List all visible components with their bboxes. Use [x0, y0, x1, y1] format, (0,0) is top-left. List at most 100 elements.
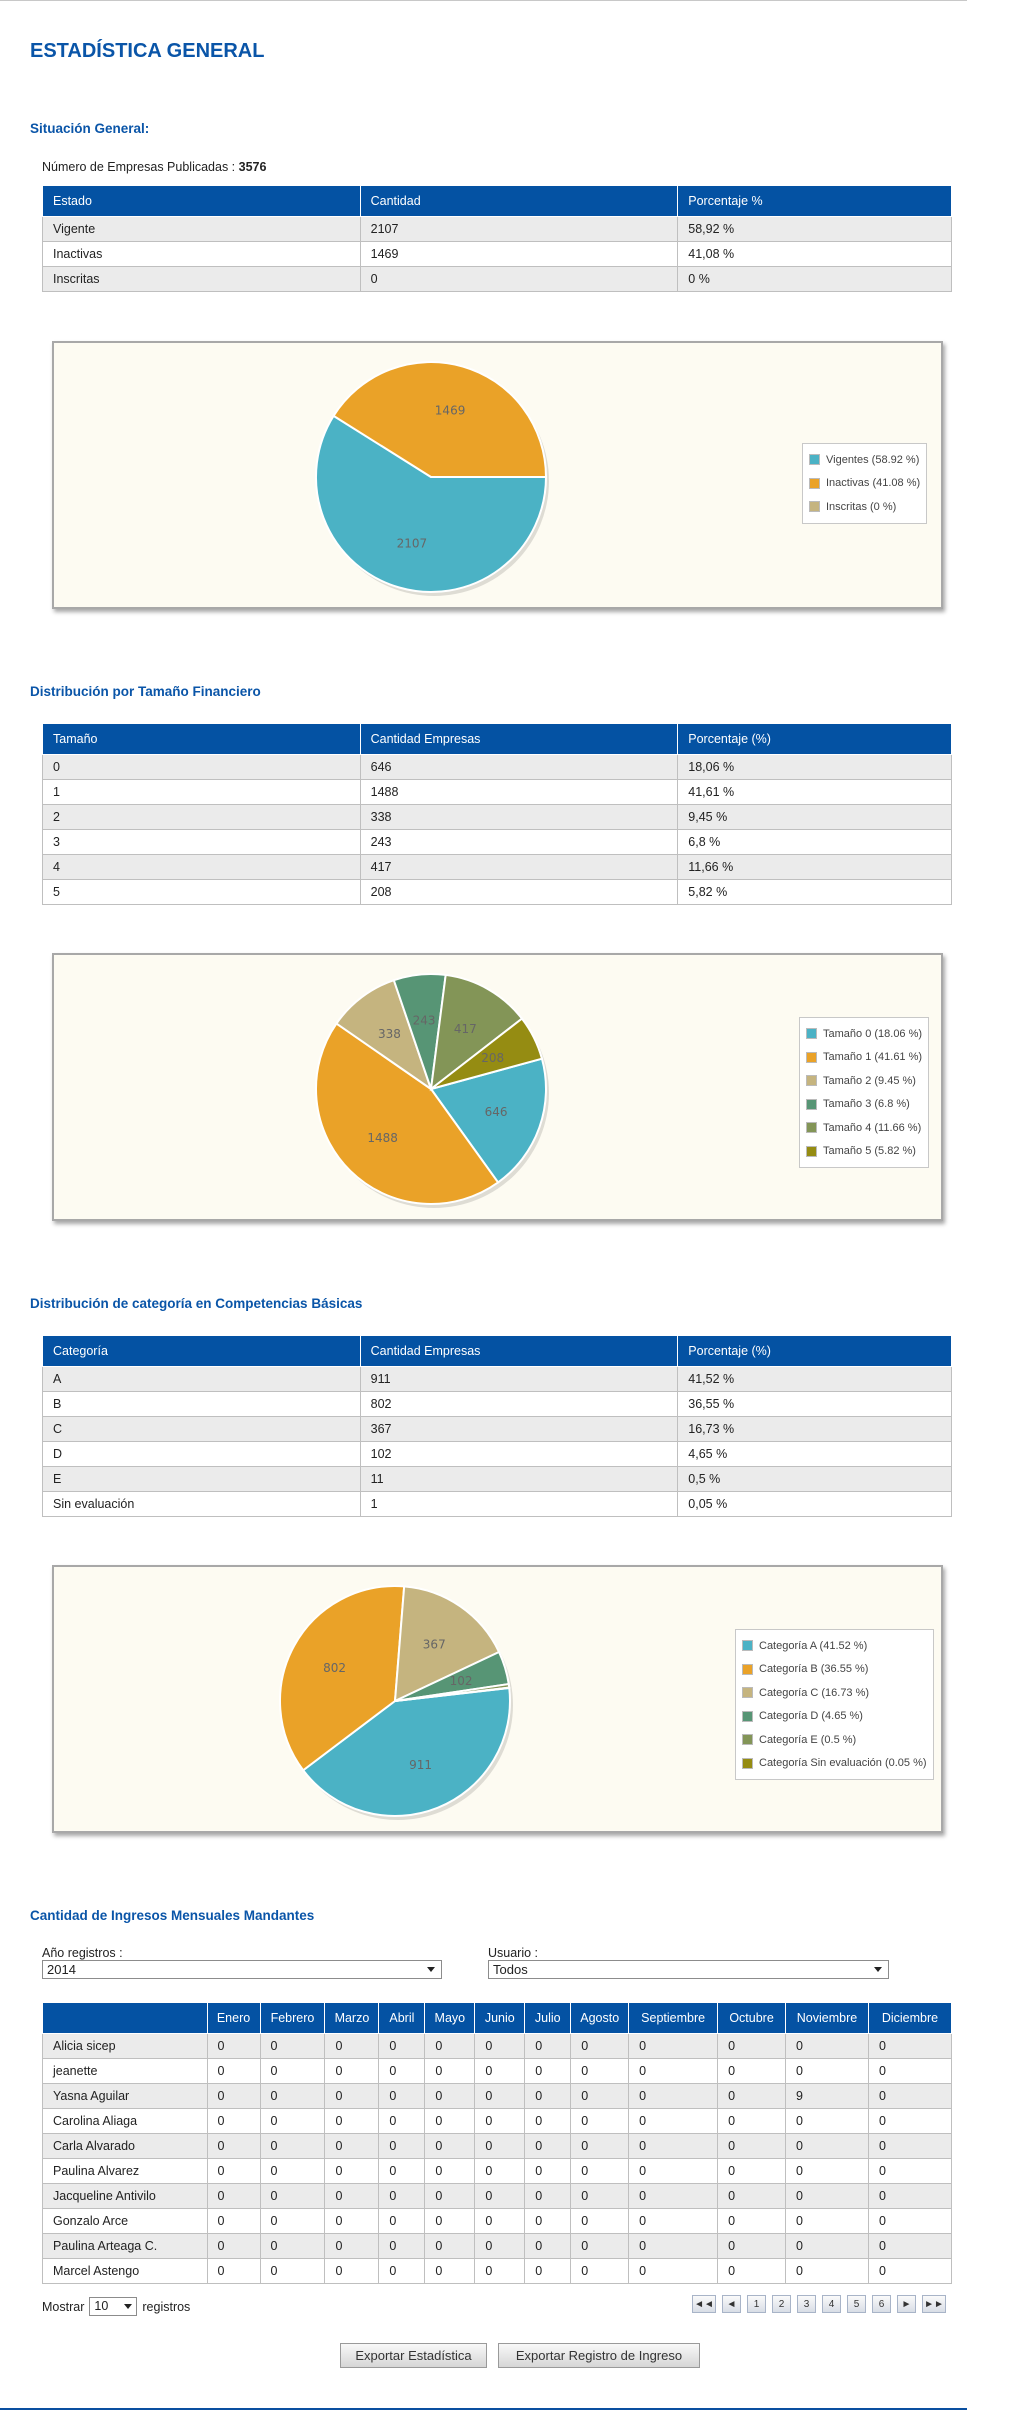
- page-size-value: 10: [94, 2299, 109, 2313]
- table-cell: 102: [359, 1441, 679, 1467]
- table-cell: 9,45 %: [677, 804, 952, 830]
- export-stats-button[interactable]: Exportar Estadística: [340, 2343, 487, 2368]
- month-count-cell: 0: [717, 2183, 787, 2209]
- show-suffix: registros: [142, 2299, 191, 2314]
- table-cell: 338: [359, 804, 679, 830]
- month-count-cell: 0: [570, 2258, 630, 2284]
- table-row: Carolina Aliaga 0 0 0 0 0 0 0 0 0 0 0 0: [42, 2108, 953, 2134]
- month-count-cell: 0: [424, 2183, 476, 2209]
- month-count-cell: 0: [628, 2133, 719, 2159]
- table-cell: 4,65 %: [677, 1441, 952, 1467]
- legend-label: Categoría D (4.65 %): [759, 1710, 863, 1723]
- month-count-cell: 0: [206, 2033, 261, 2059]
- column-header-month: Julio: [524, 2002, 572, 2034]
- table-cell: 1: [359, 1491, 679, 1517]
- month-count-cell: 0: [324, 2233, 380, 2259]
- page-6-button[interactable]: 6: [872, 2295, 891, 2313]
- month-count-cell: 0: [524, 2033, 572, 2059]
- page-4-button[interactable]: 4: [822, 2295, 841, 2313]
- month-count-cell: 0: [717, 2233, 787, 2259]
- month-count-cell: 0: [424, 2133, 476, 2159]
- month-count-cell: 0: [524, 2108, 572, 2134]
- pie-slice: [315, 1022, 500, 1205]
- table-cell: Inscritas: [42, 266, 361, 292]
- table-cell: Sin evaluación: [42, 1491, 361, 1517]
- table-row: 3 243 6,8 %: [42, 829, 952, 855]
- user-name-cell: Paulina Alvarez: [42, 2158, 208, 2184]
- year-select[interactable]: 2014: [42, 1960, 442, 1979]
- first-page-button[interactable]: ◄◄: [692, 2295, 716, 2313]
- month-count-cell: 0: [378, 2033, 426, 2059]
- pie-slice-label: 367: [423, 1637, 446, 1651]
- month-count-cell: 0: [867, 2058, 953, 2084]
- column-header-month: Febrero: [259, 2002, 326, 2034]
- legend-competencias: Categoría A (41.52 %) Categoría B (36.55 …: [735, 1629, 934, 1780]
- month-count-cell: 0: [259, 2233, 326, 2259]
- pie-slice: [430, 1017, 544, 1090]
- table-row: Inactivas 1469 41,08 %: [42, 241, 952, 267]
- next-page-button[interactable]: ►: [897, 2295, 916, 2313]
- last-page-button[interactable]: ►►: [922, 2295, 946, 2313]
- chart-tamano: 646 1488 338 243 417 208 Tamaño 0 (18.06 %) Ta…: [52, 953, 943, 1221]
- pie-slice-label: 911: [409, 1758, 432, 1772]
- legend-swatch: [742, 1757, 753, 1769]
- month-count-cell: 0: [785, 2108, 869, 2134]
- user-select[interactable]: Todos: [488, 1960, 889, 1979]
- legend-swatch: [742, 1734, 753, 1746]
- export-log-button[interactable]: Exportar Registro de Ingreso: [498, 2343, 700, 2368]
- column-header: Porcentaje (%): [677, 723, 952, 755]
- column-header-month: Marzo: [324, 2002, 380, 2034]
- legend-item: Tamaño 4 (11.66 %): [806, 1116, 922, 1140]
- month-count-cell: 0: [628, 2083, 719, 2109]
- legend-label: Inactivas (41.08 %): [826, 477, 921, 490]
- month-count-cell: 0: [474, 2058, 526, 2084]
- table-cell: 208: [359, 879, 679, 905]
- table-header-row: Estado Cantidad Porcentaje %: [42, 185, 952, 217]
- table-row: Vigente 2107 58,92 %: [42, 216, 952, 242]
- table-cell: 0: [359, 266, 679, 292]
- month-count-cell: 0: [524, 2183, 572, 2209]
- month-count-cell: 0: [785, 2158, 869, 2184]
- month-count-cell: 0: [259, 2033, 326, 2059]
- pie-slice-label: 243: [413, 1013, 436, 1027]
- table-row: Carla Alvarado 0 0 0 0 0 0 0 0 0 0 0 0: [42, 2133, 953, 2159]
- month-count-cell: 0: [570, 2183, 630, 2209]
- table-cell: 11: [359, 1466, 679, 1492]
- user-name-cell: Alicia sicep: [42, 2033, 208, 2059]
- prev-page-button[interactable]: ◄: [722, 2295, 741, 2313]
- page-5-button[interactable]: 5: [847, 2295, 866, 2313]
- page-size-select[interactable]: 10: [89, 2297, 138, 2316]
- month-count-cell: 0: [424, 2233, 476, 2259]
- table-cell: 41,52 %: [677, 1366, 952, 1392]
- legend-label: Categoría B (36.55 %): [759, 1663, 869, 1676]
- month-count-cell: 0: [717, 2058, 787, 2084]
- competencias-table: Categoría Cantidad Empresas Porcentaje (%)…: [42, 1335, 952, 1517]
- legend-swatch: [809, 454, 820, 466]
- legend-item: Categoría Sin evaluación (0.05 %): [742, 1752, 927, 1776]
- page-1-button[interactable]: 1: [747, 2295, 766, 2313]
- legend-label: Categoría Sin evaluación (0.05 %): [759, 1757, 927, 1770]
- pie-slice: [332, 361, 548, 478]
- legend-item: Tamaño 3 (6.8 %): [806, 1093, 922, 1117]
- month-count-cell: 0: [628, 2158, 719, 2184]
- pie-slice-label: 417: [454, 1022, 477, 1036]
- table-cell: 18,06 %: [677, 754, 952, 780]
- month-count-cell: 0: [324, 2133, 380, 2159]
- table-cell: D: [42, 1441, 361, 1467]
- legend-swatch: [742, 1710, 753, 1722]
- show-label: Mostrar: [42, 2299, 85, 2314]
- month-count-cell: 0: [378, 2108, 426, 2134]
- month-count-cell: 0: [867, 2033, 953, 2059]
- month-count-cell: 0: [206, 2108, 261, 2134]
- month-count-cell: 0: [867, 2233, 953, 2259]
- table-row: D 102 4,65 %: [42, 1441, 952, 1467]
- pie-slice: [429, 1057, 547, 1184]
- table-cell: 58,92 %: [677, 216, 952, 242]
- column-header-month: Octubre: [717, 2002, 787, 2034]
- page-2-button[interactable]: 2: [772, 2295, 791, 2313]
- pie-chart-situacion: 2107 1469: [315, 361, 549, 596]
- page-3-button[interactable]: 3: [797, 2295, 816, 2313]
- chevron-down-icon: [427, 1967, 435, 1972]
- month-count-cell: 0: [570, 2208, 630, 2234]
- table-header-row: Categoría Cantidad Empresas Porcentaje (%): [42, 1335, 952, 1367]
